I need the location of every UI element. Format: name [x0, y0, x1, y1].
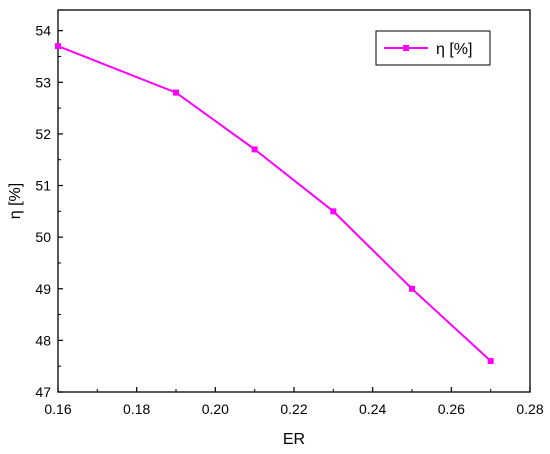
data-point	[330, 208, 337, 215]
x-tick-label: 0.18	[123, 401, 150, 417]
series-line	[57, 45, 492, 362]
data-point	[487, 358, 494, 365]
x-tick-label: 0.16	[44, 401, 71, 417]
data-point	[409, 285, 415, 292]
data-point	[55, 43, 61, 50]
x-tick-label: 0.24	[359, 401, 386, 417]
data-point	[173, 89, 179, 96]
x-tick-label: 0.22	[280, 401, 307, 417]
series-layer	[55, 43, 494, 365]
x-tick-label: 0.26	[438, 401, 465, 417]
legend: η [%]	[375, 30, 491, 66]
x-axis-title: ER	[283, 431, 305, 448]
y-tick-label: 48	[35, 332, 51, 348]
y-axis-title: η [%]	[7, 183, 24, 219]
x-tick-label: 0.28	[516, 401, 543, 417]
x-axis: 0.16 0.18 0.20 0.22 0.24 0.26 0.28	[44, 387, 544, 417]
y-axis: 47 48 49 50 51 52 53 54	[35, 23, 63, 400]
y-tick-label: 54	[35, 23, 51, 39]
data-point	[251, 146, 258, 153]
y-tick-label: 50	[35, 229, 51, 245]
legend-marker	[403, 45, 409, 51]
y-tick-label: 53	[35, 74, 51, 90]
x-tick-label: 0.20	[202, 401, 229, 417]
y-tick-label: 47	[35, 384, 51, 400]
y-tick-label: 51	[35, 178, 51, 194]
legend-label: η [%]	[436, 41, 472, 58]
y-tick-label: 49	[35, 281, 51, 297]
plot-frame	[57, 9, 531, 393]
y-tick-label: 52	[35, 126, 51, 142]
